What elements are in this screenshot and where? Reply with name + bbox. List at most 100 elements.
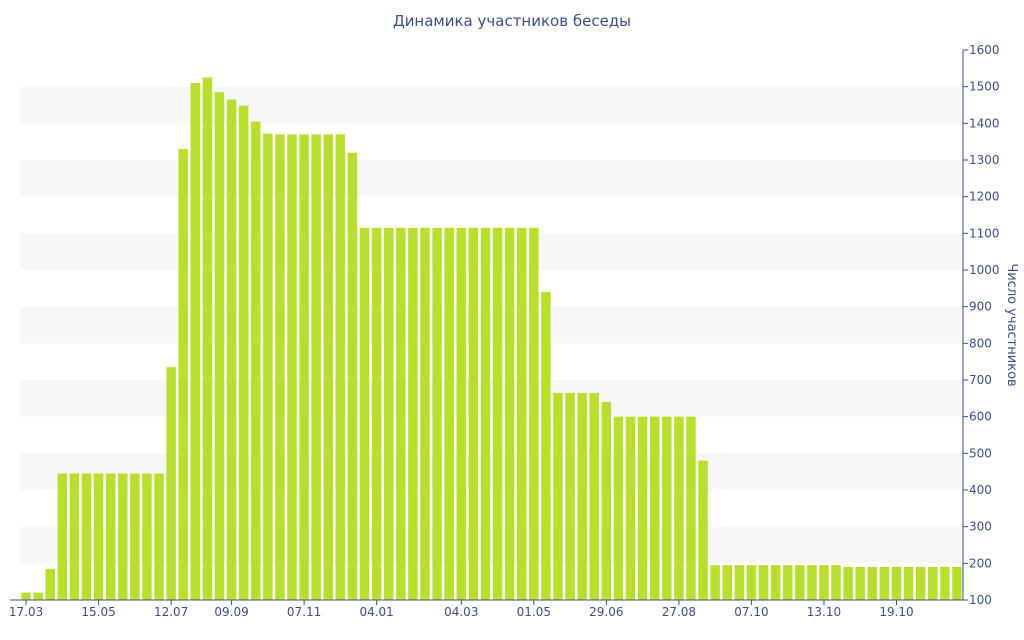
y-axis-label: Число участников bbox=[1004, 263, 1019, 386]
bar[interactable] bbox=[915, 567, 926, 600]
x-tick-label: 15.05 bbox=[81, 605, 115, 619]
bar[interactable] bbox=[577, 392, 587, 600]
bar[interactable] bbox=[359, 227, 370, 601]
bar[interactable] bbox=[891, 567, 902, 600]
bar[interactable] bbox=[384, 227, 394, 601]
bar[interactable] bbox=[420, 227, 430, 601]
y-tick-label: 500 bbox=[969, 446, 992, 460]
bar[interactable] bbox=[843, 567, 853, 600]
bar[interactable] bbox=[178, 149, 188, 600]
bar[interactable] bbox=[879, 567, 890, 600]
bar[interactable] bbox=[323, 134, 334, 601]
x-tick-label: 07.10 bbox=[734, 605, 768, 619]
bar[interactable] bbox=[408, 227, 418, 601]
grid-band bbox=[20, 306, 963, 344]
bar[interactable] bbox=[275, 134, 285, 601]
bar[interactable] bbox=[722, 565, 732, 600]
bar[interactable] bbox=[649, 416, 660, 600]
bar[interactable] bbox=[686, 416, 696, 600]
bar[interactable] bbox=[335, 134, 346, 601]
bar[interactable] bbox=[142, 473, 152, 601]
bar[interactable] bbox=[45, 568, 55, 600]
bar[interactable] bbox=[952, 567, 962, 600]
bar[interactable] bbox=[81, 473, 92, 601]
bar[interactable] bbox=[190, 83, 201, 600]
y-axis: 100 200 300 400 500 600 700 800 900 1000 1100 1200 1… bbox=[962, 43, 1000, 607]
bar[interactable] bbox=[746, 565, 757, 600]
bar[interactable] bbox=[396, 227, 406, 601]
bar[interactable] bbox=[69, 473, 80, 601]
bar[interactable] bbox=[553, 392, 563, 600]
bar[interactable] bbox=[867, 567, 878, 600]
bar[interactable] bbox=[819, 565, 829, 600]
grid-bands bbox=[20, 86, 963, 564]
bar[interactable] bbox=[855, 567, 865, 600]
bar[interactable] bbox=[795, 565, 805, 600]
bar[interactable] bbox=[166, 367, 176, 600]
y-tick-label: 1600 bbox=[969, 43, 1000, 57]
x-tick-label: 01.05 bbox=[517, 605, 551, 619]
y-tick-label: 800 bbox=[969, 336, 992, 350]
bar[interactable] bbox=[238, 105, 249, 600]
bar[interactable] bbox=[105, 473, 116, 601]
bar[interactable] bbox=[903, 567, 914, 600]
bar[interactable] bbox=[93, 473, 104, 601]
bar[interactable] bbox=[287, 134, 297, 601]
bar[interactable] bbox=[299, 134, 309, 601]
bar[interactable] bbox=[601, 402, 612, 600]
bar[interactable] bbox=[504, 227, 515, 601]
bar[interactable] bbox=[662, 416, 672, 600]
grid-band bbox=[20, 380, 963, 417]
bar[interactable] bbox=[782, 565, 793, 600]
bar[interactable] bbox=[202, 77, 213, 601]
bar[interactable] bbox=[710, 565, 720, 600]
bar[interactable] bbox=[734, 565, 745, 600]
bar[interactable] bbox=[565, 392, 575, 600]
bar[interactable] bbox=[928, 567, 938, 600]
bar[interactable] bbox=[613, 416, 624, 600]
bar[interactable] bbox=[21, 592, 31, 600]
bar[interactable] bbox=[637, 416, 648, 600]
bar[interactable] bbox=[517, 227, 527, 601]
bar[interactable] bbox=[347, 152, 358, 600]
bar[interactable] bbox=[444, 227, 454, 601]
y-tick-label: 100 bbox=[969, 593, 992, 607]
y-tick-label: 1200 bbox=[969, 190, 1000, 204]
bar[interactable] bbox=[214, 92, 225, 601]
y-tick-label: 600 bbox=[969, 410, 992, 424]
y-tick-label: 200 bbox=[969, 556, 992, 570]
bar[interactable] bbox=[263, 133, 273, 600]
bar[interactable] bbox=[432, 227, 442, 601]
chart-title: Динамика участников беседы bbox=[392, 12, 632, 30]
bar[interactable] bbox=[698, 460, 708, 600]
bar[interactable] bbox=[371, 227, 382, 601]
bar[interactable] bbox=[154, 473, 164, 601]
bar[interactable] bbox=[807, 565, 817, 600]
x-tick-label: 19.10 bbox=[879, 605, 913, 619]
x-tick-label: 07.11 bbox=[287, 605, 321, 619]
bar[interactable] bbox=[674, 416, 684, 600]
bar[interactable] bbox=[480, 227, 491, 601]
bar[interactable] bbox=[456, 227, 466, 601]
bar[interactable] bbox=[770, 565, 781, 600]
bar[interactable] bbox=[33, 592, 43, 600]
bar[interactable] bbox=[226, 99, 237, 601]
y-tick-label: 1000 bbox=[969, 263, 1000, 277]
bar[interactable] bbox=[831, 565, 841, 600]
bar[interactable] bbox=[251, 121, 261, 601]
bar[interactable] bbox=[589, 392, 599, 600]
bar[interactable] bbox=[758, 565, 769, 600]
bar[interactable] bbox=[311, 134, 321, 601]
bar[interactable] bbox=[529, 227, 539, 601]
bar[interactable] bbox=[492, 227, 503, 601]
bar[interactable] bbox=[57, 473, 68, 601]
bar[interactable] bbox=[130, 473, 140, 601]
y-tick-label: 300 bbox=[969, 520, 992, 534]
bar[interactable] bbox=[468, 227, 479, 601]
y-tick-label: 400 bbox=[969, 483, 992, 497]
bar[interactable] bbox=[940, 567, 950, 600]
bar[interactable] bbox=[625, 416, 636, 600]
bar[interactable] bbox=[118, 473, 128, 601]
x-tick-label: 04.01 bbox=[359, 605, 393, 619]
bar[interactable] bbox=[541, 292, 551, 600]
